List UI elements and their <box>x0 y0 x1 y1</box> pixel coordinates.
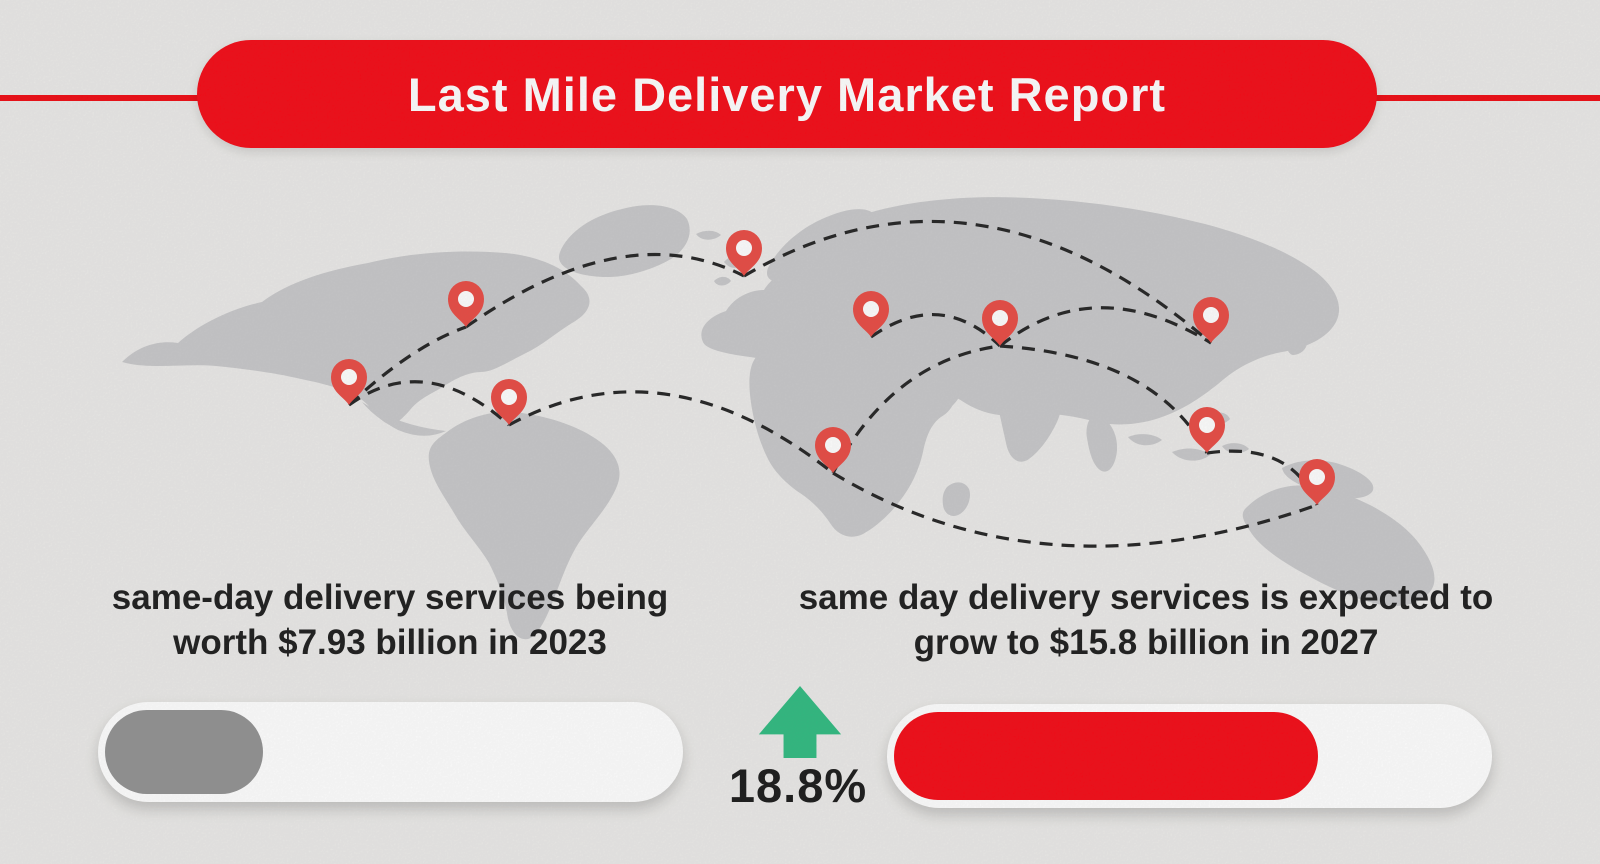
progress-bar-2027-fill <box>894 712 1318 800</box>
continent-greenland <box>558 205 690 277</box>
iceland <box>696 230 721 240</box>
progress-bar-2023 <box>98 702 683 802</box>
india <box>996 372 1062 462</box>
stat-2023-text: same-day delivery services being worth $… <box>111 578 669 662</box>
stat-2027-text: same day delivery services is expected t… <box>798 578 1494 662</box>
progress-bar-2027 <box>887 704 1492 808</box>
map-pin-united-kingdom-icon <box>726 230 762 276</box>
growth-arrow-icon <box>756 686 844 758</box>
map-pin-indonesia-icon <box>1189 407 1225 453</box>
growth-percent-label: 18.8% <box>728 759 868 812</box>
madagascar <box>942 482 970 516</box>
continents <box>122 197 1435 640</box>
progress-bar-2023-fill <box>105 710 263 794</box>
